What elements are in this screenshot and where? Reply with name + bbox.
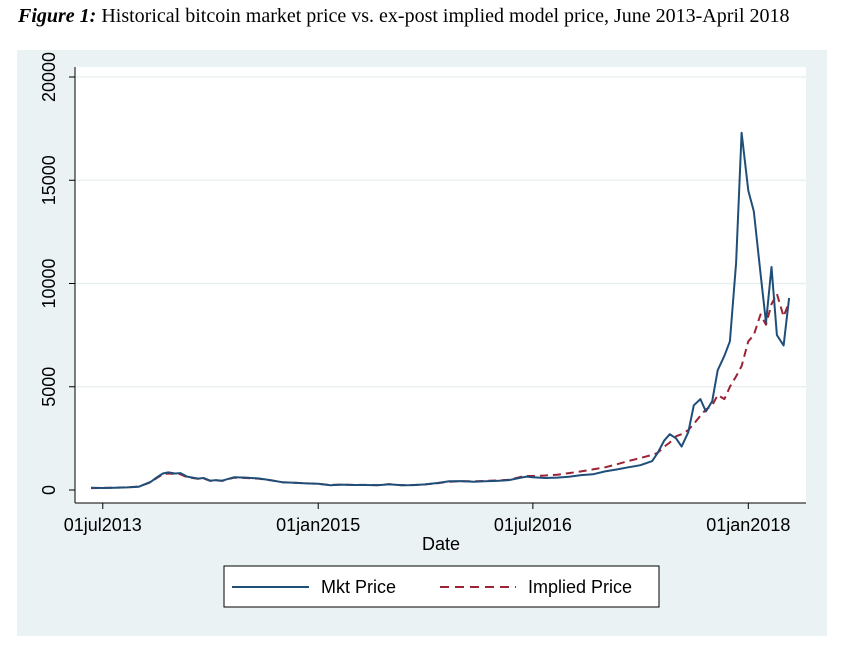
figure-caption-lead: Figure 1:	[18, 5, 97, 27]
y-axis-ticks: 0 5000 10000 15000 20000	[39, 52, 75, 495]
y-tick-label-2: 10000	[39, 258, 59, 308]
x-tick-label-1: 01jan2015	[276, 515, 360, 535]
legend: Mkt Price Implied Price	[223, 565, 660, 608]
series-line-mkt-price	[90, 131, 791, 489]
x-tick-label-2: 01jul2016	[494, 515, 572, 535]
y-tick-label-0: 0	[39, 485, 59, 495]
grid-lines	[75, 76, 806, 388]
figure-caption-text: Historical bitcoin market price vs. ex-p…	[96, 5, 790, 27]
x-axis-ticks: 01jul2013 01jan2015 01jul2016 01jan2018	[64, 503, 790, 535]
y-tick-label-3: 15000	[39, 155, 59, 205]
legend-label-mkt-price: Mkt Price	[321, 577, 396, 597]
figure-caption: Figure 1: Historical bitcoin market pric…	[18, 5, 858, 28]
series-layer	[90, 131, 791, 490]
x-tick-label-0: 01jul2013	[64, 515, 142, 535]
y-tick-label-4: 20000	[39, 52, 59, 102]
y-tick-label-1: 5000	[39, 367, 59, 407]
legend-label-implied-price: Implied Price	[528, 577, 632, 597]
plot-area	[75, 67, 806, 503]
x-tick-label-3: 01jan2018	[706, 515, 790, 535]
x-axis-title: Date	[422, 534, 460, 554]
